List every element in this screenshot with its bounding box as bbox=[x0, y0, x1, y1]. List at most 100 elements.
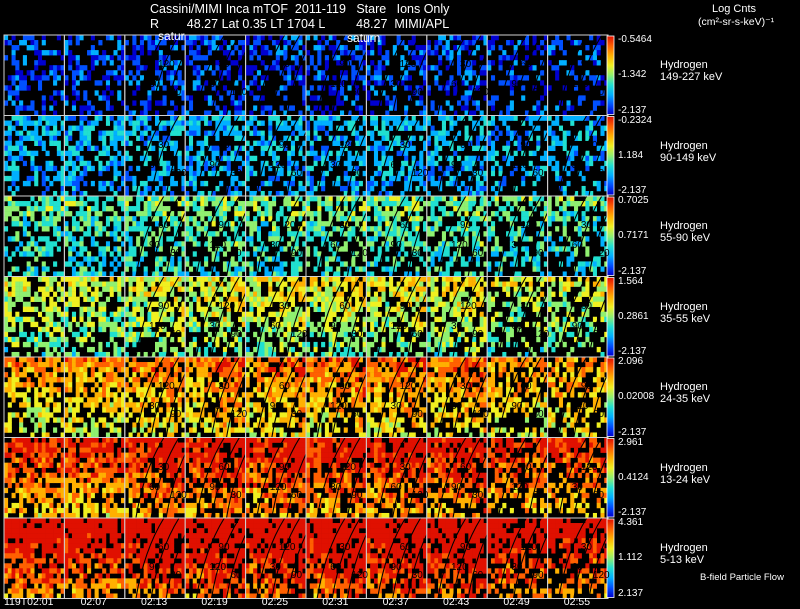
heatmap-cell bbox=[306, 341, 311, 348]
heatmap-cell bbox=[207, 50, 212, 56]
heatmap-cell bbox=[128, 236, 133, 242]
heatmap-cell bbox=[385, 145, 390, 152]
heatmap-cell bbox=[366, 190, 371, 197]
heatmap-cell bbox=[355, 301, 360, 307]
heatmap-cell bbox=[577, 50, 582, 56]
heatmap-cell bbox=[75, 276, 80, 282]
heatmap-cell bbox=[49, 160, 54, 167]
heatmap-cell bbox=[22, 115, 27, 121]
heatmap-cell bbox=[483, 155, 488, 162]
heatmap-cell bbox=[426, 226, 431, 232]
heatmap-cell bbox=[373, 301, 379, 307]
heatmap-cell bbox=[536, 100, 541, 106]
heatmap-cell bbox=[253, 75, 258, 81]
heatmap-cell bbox=[249, 311, 254, 318]
heatmap-cell bbox=[98, 150, 103, 157]
heatmap-cell bbox=[147, 35, 152, 41]
heatmap-cell bbox=[407, 120, 412, 126]
heatmap-cell bbox=[351, 306, 356, 313]
heatmap-panel bbox=[245, 276, 316, 358]
heatmap-cell bbox=[124, 251, 129, 257]
heatmap-cell bbox=[317, 196, 322, 202]
heatmap-cell bbox=[117, 246, 122, 252]
heatmap-cell bbox=[196, 150, 201, 157]
heatmap-cell bbox=[249, 221, 254, 227]
heatmap-cell bbox=[245, 211, 250, 217]
heatmap-cell bbox=[313, 326, 318, 333]
heatmap-cell bbox=[411, 241, 416, 247]
heatmap-cell bbox=[324, 40, 329, 46]
heatmap-cell bbox=[585, 45, 590, 51]
heatmap-cell bbox=[139, 281, 144, 287]
heatmap-cell bbox=[155, 221, 160, 227]
heatmap-cell bbox=[351, 196, 356, 202]
heatmap-cell bbox=[22, 316, 27, 323]
heatmap-cell bbox=[155, 60, 160, 66]
heatmap-cell bbox=[287, 226, 292, 232]
heatmap-panel bbox=[3, 34, 65, 116]
heatmap-cell bbox=[53, 70, 58, 76]
heatmap-cell bbox=[581, 175, 586, 182]
heatmap-cell bbox=[60, 196, 65, 202]
heatmap-cell bbox=[317, 201, 322, 207]
heatmap-cell bbox=[577, 261, 582, 267]
heatmap-cell bbox=[219, 45, 224, 51]
heatmap-cell bbox=[211, 336, 216, 343]
heatmap-cell bbox=[90, 336, 95, 343]
heatmap-cell bbox=[230, 95, 235, 101]
heatmap-cell bbox=[264, 256, 269, 262]
heatmap-cell bbox=[49, 140, 54, 146]
heatmap-cell bbox=[347, 175, 352, 182]
heatmap-cell bbox=[83, 256, 88, 262]
heatmap-cell bbox=[373, 211, 379, 217]
heatmap-cell bbox=[294, 311, 299, 318]
heatmap-cell bbox=[226, 115, 231, 121]
heatmap-cell bbox=[332, 251, 337, 257]
heatmap-cell bbox=[136, 70, 141, 76]
heatmap-cell bbox=[49, 95, 54, 101]
heatmap-cell bbox=[11, 201, 16, 207]
heatmap-cell bbox=[204, 80, 209, 86]
heatmap-cell bbox=[385, 196, 390, 202]
heatmap-cell bbox=[445, 170, 450, 177]
heatmap-cell bbox=[166, 170, 171, 177]
heatmap-cell bbox=[249, 145, 254, 152]
heatmap-cell bbox=[124, 256, 129, 262]
heatmap-cell bbox=[41, 266, 46, 272]
heatmap-cell bbox=[324, 236, 329, 242]
heatmap-cell bbox=[136, 331, 141, 338]
heatmap-cell bbox=[245, 170, 250, 177]
heatmap-cell bbox=[143, 231, 148, 237]
heatmap-cell bbox=[30, 331, 35, 338]
heatmap-cell bbox=[460, 190, 465, 197]
heatmap-cell bbox=[226, 75, 231, 81]
heatmap-cell bbox=[306, 120, 311, 126]
heatmap-cell bbox=[528, 115, 533, 121]
heatmap-cell bbox=[404, 351, 409, 358]
heatmap-cell bbox=[298, 286, 303, 292]
heatmap-cell bbox=[158, 226, 163, 232]
heatmap-cell bbox=[207, 65, 212, 71]
heatmap-cell bbox=[400, 241, 405, 247]
heatmap-cell bbox=[79, 236, 84, 242]
heatmap-cell bbox=[464, 236, 469, 242]
heatmap-cell bbox=[415, 170, 420, 177]
heatmap-cell bbox=[540, 231, 545, 237]
heatmap-cell bbox=[124, 115, 129, 121]
heatmap-cell bbox=[347, 155, 352, 162]
heatmap-cell bbox=[256, 196, 262, 202]
heatmap-cell bbox=[339, 306, 345, 313]
heatmap-cell bbox=[56, 231, 61, 237]
heatmap-cell bbox=[49, 296, 54, 302]
heatmap-cell bbox=[147, 185, 152, 192]
heatmap-cell bbox=[56, 311, 61, 318]
heatmap-cell bbox=[381, 90, 386, 96]
heatmap-cell bbox=[49, 216, 54, 222]
heatmap-cell bbox=[309, 236, 314, 242]
heatmap-cell bbox=[400, 196, 405, 202]
heatmap-cell bbox=[279, 35, 284, 41]
heatmap-cell bbox=[592, 155, 597, 162]
heatmap-cell bbox=[366, 276, 371, 282]
heatmap-cell bbox=[109, 311, 114, 318]
heatmap-cell bbox=[83, 201, 88, 207]
